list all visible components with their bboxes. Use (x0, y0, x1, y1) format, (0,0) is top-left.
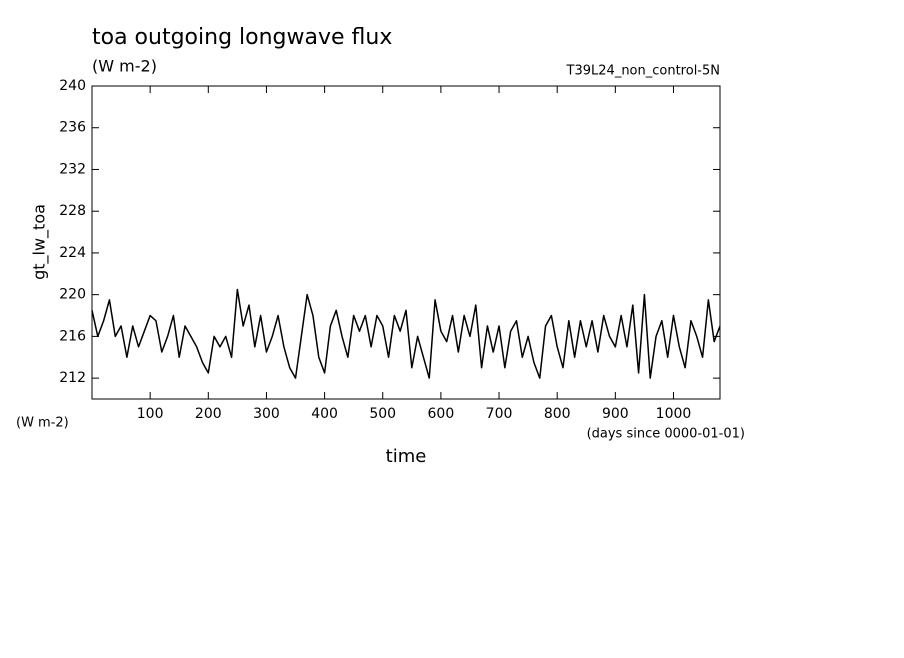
run-label: T39L24_non_control-5N (566, 64, 720, 79)
y-axis-label: gt_lw_toa (30, 204, 50, 280)
x-tick-label: 300 (253, 406, 280, 422)
units-label: (W m-2) (92, 57, 157, 76)
x-tick-label: 800 (544, 406, 571, 422)
x-tick-label: 600 (428, 406, 455, 422)
x-tick-label: 400 (311, 406, 338, 422)
y-tick-label: 216 (59, 328, 86, 344)
x-tick-label: 1000 (656, 406, 692, 422)
x-tick-label: 500 (369, 406, 396, 422)
x-tick-label: 900 (602, 406, 629, 422)
x-tick-label: 100 (137, 406, 164, 422)
y-tick-label: 220 (59, 287, 86, 303)
y-tick-label: 232 (59, 161, 86, 177)
x-units-label: (days since 0000-01-01) (587, 427, 745, 442)
y-tick-label: 212 (59, 370, 86, 386)
x-axis-label: time (386, 446, 427, 467)
y-tick-label: 240 (59, 78, 86, 94)
x-tick-label: 700 (486, 406, 513, 422)
data-line (91, 288, 721, 379)
y-units-label: (W m-2) (16, 416, 69, 431)
y-tick-label: 224 (59, 245, 86, 261)
x-tick-label: 200 (195, 406, 222, 422)
y-tick-label: 228 (59, 203, 86, 219)
plot-frame (91, 85, 721, 400)
y-tick-label: 236 (59, 120, 86, 136)
chart-title: toa outgoing longwave flux (92, 25, 392, 50)
